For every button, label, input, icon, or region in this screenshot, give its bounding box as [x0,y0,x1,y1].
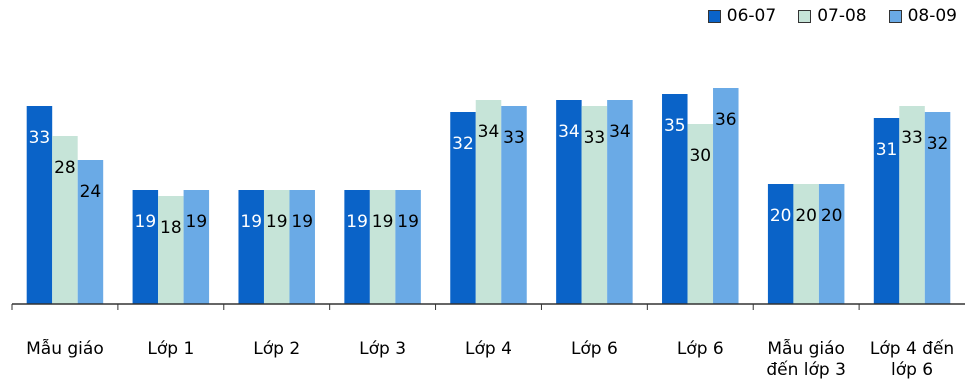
bar-08-09-8 [924,112,951,304]
data-label-06-07-3: 19 [346,212,368,232]
bar-07-08-3 [369,190,396,304]
bar-08-09-6 [713,88,739,304]
legend-item-0809: 08-09 [888,6,957,26]
bar-07-08-5 [581,106,608,304]
bar-06-07-0 [26,106,53,304]
legend-label-0708: 07-08 [817,6,867,26]
bar-08-09-0 [77,160,104,304]
data-label-08-09-2: 19 [291,212,313,232]
bar-07-08-0 [52,136,78,304]
bar-08-09-7 [818,184,845,304]
data-label-08-09-3: 19 [397,212,419,232]
data-label-07-08-1: 18 [160,218,182,238]
bar-07-08-4 [475,100,502,304]
bar-08-09-5 [607,100,633,304]
legend-label-0607: 06-07 [726,6,777,26]
x-tick-label-1-0: Lớp 1 [147,339,194,359]
legend-item-0607: 06-07 [707,6,777,26]
bar-08-09-3 [395,190,421,304]
bar-07-08-7 [793,184,819,304]
data-label-07-08-7: 20 [795,206,817,226]
bar-06-07-7 [767,184,794,304]
x-tick-label-5-0: Lớp 6 [571,339,618,359]
data-label-07-08-0: 28 [54,158,76,178]
data-label-06-07-7: 20 [770,206,792,226]
x-tick-label-2-0: Lớp 2 [253,339,300,359]
data-label-07-08-2: 19 [266,212,288,232]
bar-08-09-4 [501,106,527,304]
data-label-06-07-6: 35 [664,116,686,136]
data-label-07-08-6: 30 [689,146,711,166]
bar-06-07-8 [873,118,900,304]
data-label-08-09-6: 36 [715,110,737,130]
bar-08-09-2 [289,190,315,304]
x-tick-label-0-0: Mẫu giáo [26,338,104,359]
bar-08-09-1 [183,190,210,304]
bar-06-07-5 [556,100,582,304]
data-label-08-09-8: 32 [927,134,949,154]
bar-07-08-1 [158,196,184,304]
bar-07-08-2 [263,190,290,304]
x-tick-label-6-0: Lớp 6 [677,339,724,359]
bar-06-07-6 [662,94,688,304]
bar-06-07-4 [450,112,476,304]
data-label-06-07-4: 32 [452,134,474,154]
legend-swatch-0809 [888,9,902,23]
legend-label-0809: 08-09 [907,6,957,26]
x-tick-label-7-1: đến lớp 3 [766,359,846,380]
data-label-06-07-0: 33 [29,128,51,148]
data-label-06-07-1: 19 [135,212,157,232]
data-label-08-09-5: 34 [609,122,631,142]
data-label-08-09-4: 33 [503,128,525,148]
data-label-06-07-2: 19 [240,212,262,232]
x-tick-label-4-0: Lớp 4 [465,339,512,359]
legend-swatch-0607 [707,9,721,23]
legend-swatch-0708 [798,9,812,23]
bar-06-07-2 [238,190,264,304]
x-tick-label-7-0: Mẫu giáo [767,338,845,359]
x-tick-label-3-0: Lớp 3 [359,339,406,359]
x-tick-label-8-1: lớp 6 [891,360,933,380]
data-label-07-08-8: 33 [901,128,923,148]
bar-06-07-3 [344,190,370,304]
data-label-07-08-4: 34 [478,122,500,142]
data-label-06-07-8: 31 [876,140,898,160]
data-label-08-09-7: 20 [821,206,843,226]
bar-07-08-8 [899,106,925,304]
bar-07-08-6 [687,124,714,304]
bar-06-07-1 [132,190,159,304]
legend: 06-07 07-08 08-09 [707,6,957,26]
data-label-06-07-5: 34 [558,122,580,142]
data-label-07-08-5: 33 [584,128,606,148]
x-tick-label-8-0: Lớp 4 đến [870,338,954,359]
legend-item-0708: 07-08 [798,6,867,26]
data-label-08-09-0: 24 [80,182,102,202]
data-label-07-08-3: 19 [372,212,394,232]
data-label-08-09-1: 19 [186,212,208,232]
